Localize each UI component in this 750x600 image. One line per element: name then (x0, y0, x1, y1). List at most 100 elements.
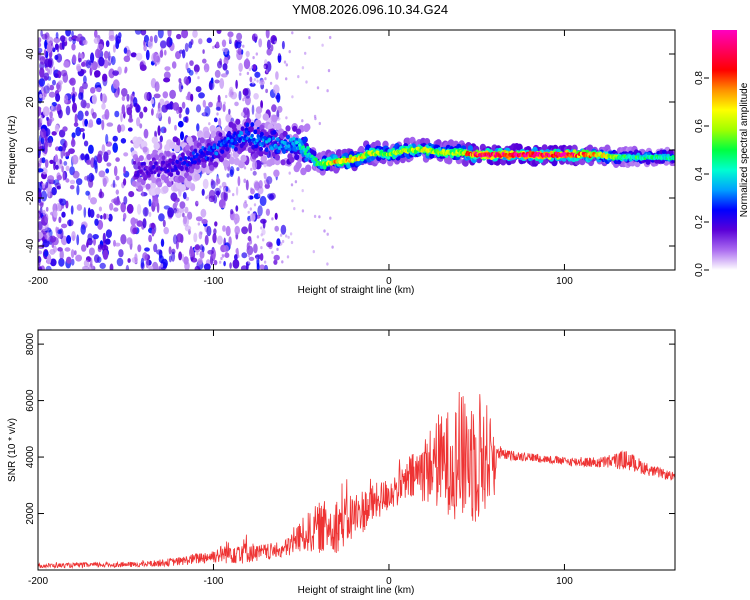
spectrogram-cell (101, 103, 106, 110)
spectrogram-cell (215, 41, 220, 48)
spectrogram-cell (178, 251, 183, 261)
spectrogram-cell (234, 254, 238, 261)
spectrogram-cell (297, 138, 302, 144)
spectrogram-cell (163, 71, 171, 80)
spectrogram-cell (54, 103, 62, 111)
spectrogram-cell (219, 78, 225, 89)
colorbar-tick-label: 0.6 (694, 119, 705, 133)
spectrogram-cell (244, 87, 251, 99)
spectrogram-cell (38, 78, 46, 87)
spectrogram-cell (265, 30, 270, 39)
spectrogram-cell (142, 146, 148, 153)
spectrogram-cell (68, 219, 72, 227)
snr-xtick-label: 100 (556, 576, 573, 587)
spectrogram-cell (46, 36, 54, 45)
spectrogram-cell (197, 263, 200, 267)
spectrogram-cell (248, 125, 254, 133)
spectrogram-cell (38, 168, 44, 173)
spectrogram-cell (148, 198, 152, 207)
spectrogram-cell (201, 218, 208, 225)
spectrogram-cell (57, 80, 63, 86)
spectrogram-cell (243, 166, 247, 170)
spectrogram-cell (242, 44, 245, 48)
spectrogram-cell (125, 264, 130, 270)
spectrogram-cell (82, 81, 88, 90)
spectrogram-cell (109, 202, 114, 211)
spectrogram-cell (250, 65, 253, 69)
spectrogram-cell (288, 171, 291, 175)
spectrogram-cell (70, 249, 75, 259)
spectrogram-cell (142, 252, 148, 261)
spectrogram-cell (162, 219, 166, 228)
spectrogram-cell (154, 81, 160, 92)
spectrogram-cell (224, 143, 228, 148)
spectrogram-cell (183, 116, 188, 123)
snr-xtick-label: -100 (203, 576, 223, 587)
spectrogram-cell (258, 38, 263, 48)
spectrogram-cell (241, 252, 248, 259)
spectrogram-cell (243, 201, 248, 209)
spectrogram-cell (138, 155, 144, 162)
spectrogram-cell (253, 93, 259, 100)
spectrogram-cell (150, 98, 155, 105)
spectrogram-cell (291, 31, 294, 35)
spectrogram-cell (199, 137, 205, 144)
spectrogram-cell (71, 30, 74, 37)
spectrogram-cell (55, 226, 58, 234)
spectrogram-cell (204, 105, 208, 109)
spectrogram-cell (248, 141, 253, 146)
spectrogram-cell (162, 91, 169, 99)
spectrogram-cell (134, 30, 142, 35)
spectrogram-cell (50, 258, 57, 267)
spectrogram-cell (263, 172, 266, 176)
spectrogram-cell (215, 151, 219, 156)
spectrogram-cell (249, 76, 253, 83)
spectrogram-cell (189, 157, 194, 162)
spectrogram-cell (222, 103, 226, 113)
spectrogram-cell (189, 247, 194, 258)
spectrogram-cell (139, 111, 144, 119)
spectrogram-cell (110, 55, 116, 66)
spectrogram-cell (231, 145, 235, 149)
spectrogram-cell (322, 164, 327, 170)
spectrogram-cell (230, 209, 234, 215)
spectrogram-cell (208, 101, 213, 108)
spectrogram-cell (243, 107, 250, 116)
spectrogram-cell (281, 40, 285, 50)
spectrogram-cell (65, 105, 71, 116)
spectrogram-cell (232, 127, 238, 134)
spectrogram-cell (84, 110, 89, 117)
spectrogram-cell (88, 247, 95, 256)
spectrogram-cell (42, 226, 48, 232)
spectrogram-cell (264, 77, 267, 81)
spectrogram-cell (126, 49, 131, 57)
spectrogram-cell (44, 58, 51, 68)
spectrogram-cell (95, 48, 100, 59)
spectrogram-cell (51, 187, 57, 196)
spectrogram-cell (256, 79, 259, 83)
spectrogram-cell (174, 166, 178, 171)
spectrogram-cell (265, 208, 270, 216)
spectrogram-cell (226, 153, 232, 160)
spectrogram-cell (184, 42, 189, 53)
spectrogram-cell (199, 259, 203, 263)
spectrogram-cell (237, 254, 240, 258)
spectrogram-cell (219, 260, 222, 264)
spectrogram-cell (104, 109, 110, 120)
spectrogram-cell (86, 122, 94, 128)
spectrogram-cell (236, 32, 243, 41)
spectrogram-cell (159, 40, 167, 49)
spectrogram-cell (232, 259, 240, 269)
spectrogram-cell (217, 140, 221, 145)
spectrogram-cell (202, 58, 207, 64)
spectrogram-cell (70, 205, 74, 215)
spectrogram-cell (228, 108, 231, 115)
spectrogram-cell (39, 56, 46, 65)
spectrogram-cell (303, 136, 308, 142)
spectrogram-cell (249, 82, 256, 87)
spectrogram-cell (231, 91, 234, 95)
spectrogram-cell (206, 194, 210, 198)
snr-series-line (38, 391, 675, 570)
spectrogram-cell (258, 150, 264, 157)
spectrogram-cell (164, 49, 167, 56)
